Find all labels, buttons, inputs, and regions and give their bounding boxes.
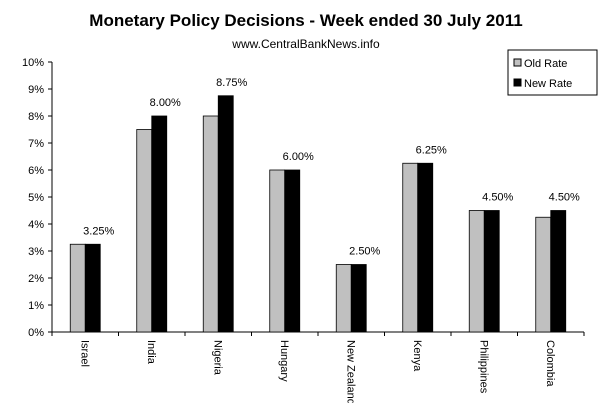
bar xyxy=(417,162,434,333)
y-tick-label: 4% xyxy=(28,219,44,231)
bar xyxy=(284,169,301,333)
y-tick-label: 0% xyxy=(28,327,44,339)
y-tick-label: 1% xyxy=(28,300,44,312)
y-tick-label: 3% xyxy=(28,246,44,258)
x-tick-label: Israel xyxy=(78,340,90,367)
bar xyxy=(269,169,286,333)
x-tick-label: Philippines xyxy=(477,340,489,394)
legend-box xyxy=(507,49,598,96)
x-tick-label: Nigeria xyxy=(211,340,223,376)
bar xyxy=(335,264,352,333)
y-tick-label: 7% xyxy=(28,138,44,150)
y-tick-label: 2% xyxy=(28,273,44,285)
x-tick-label: Kenya xyxy=(411,340,423,372)
bar xyxy=(483,210,500,333)
y-tick-label: 9% xyxy=(28,84,44,96)
bar xyxy=(84,243,101,333)
bar xyxy=(535,216,552,333)
value-label: 3.25% xyxy=(83,225,114,237)
legend-label: Old Rate xyxy=(524,58,567,70)
legend-swatch xyxy=(513,58,522,67)
value-label: 4.50% xyxy=(482,192,513,204)
y-tick-label: 5% xyxy=(28,192,44,204)
chart-title: Monetary Policy Decisions - Week ended 3… xyxy=(89,11,522,30)
bar xyxy=(151,115,168,333)
x-tick-label: Colombia xyxy=(544,340,556,387)
value-label: 8.00% xyxy=(150,97,181,109)
x-tick-label: Hungary xyxy=(278,340,290,382)
bar xyxy=(69,243,86,333)
legend-label: New Rate xyxy=(524,78,572,90)
bar xyxy=(468,210,485,333)
value-label: 6.00% xyxy=(283,151,314,163)
x-tick-label: New Zealand xyxy=(344,340,356,403)
y-tick-label: 8% xyxy=(28,111,44,123)
bar xyxy=(350,264,367,333)
bar xyxy=(136,129,153,333)
value-label: 8.75% xyxy=(216,77,247,89)
value-label: 4.50% xyxy=(549,192,580,204)
value-label: 6.25% xyxy=(416,144,447,156)
value-label: 2.50% xyxy=(349,246,380,258)
bar xyxy=(202,115,219,333)
chart-subtitle: www.CentralBankNews.info xyxy=(231,37,380,51)
bar xyxy=(217,95,234,333)
legend-swatch xyxy=(513,78,522,87)
y-tick-label: 10% xyxy=(22,57,44,69)
x-tick-label: India xyxy=(145,340,157,365)
bar xyxy=(550,210,567,333)
bar xyxy=(402,162,419,333)
y-tick-label: 6% xyxy=(28,165,44,177)
